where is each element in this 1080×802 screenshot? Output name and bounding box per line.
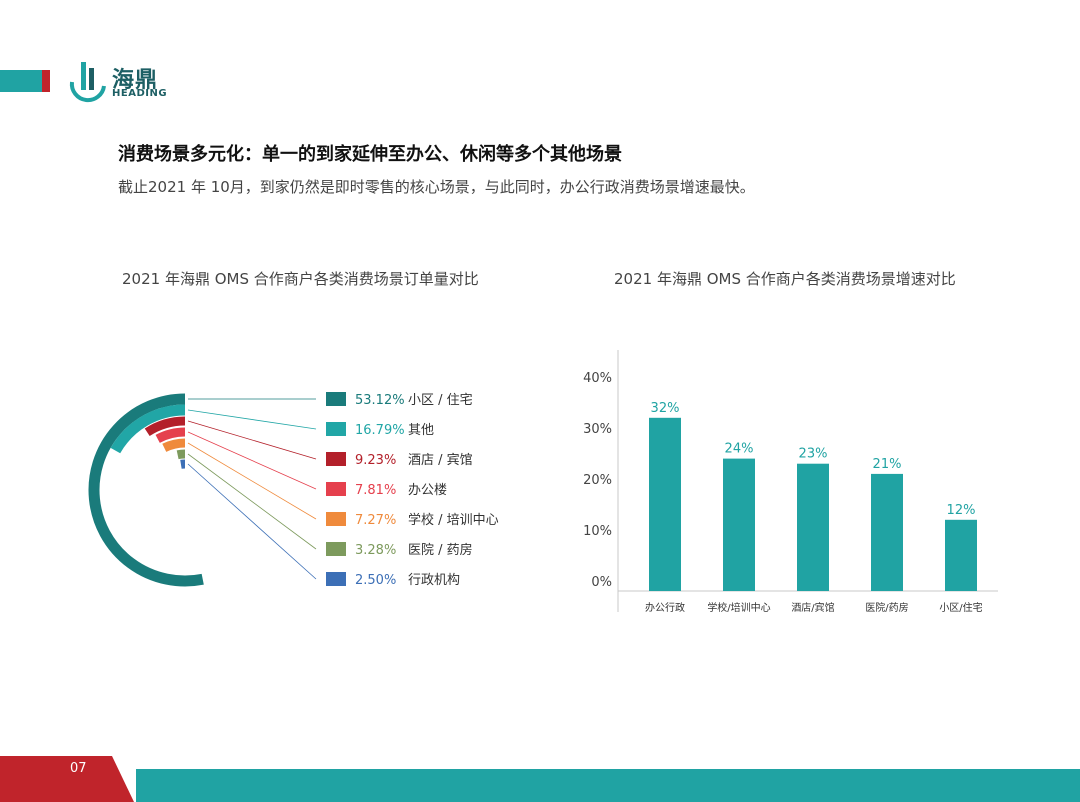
legend-value-5: 3.28%	[355, 543, 396, 558]
x-tick-label-3: 医院/药房	[865, 601, 908, 614]
legend-value-2: 9.23%	[355, 453, 396, 468]
legend-swatch-3	[326, 482, 346, 496]
legend-swatch-1	[326, 422, 346, 436]
y-tick-label-1: 10%	[583, 524, 612, 539]
page-title: 消费场景多元化：单一的到家延伸至办公、休闲等多个其他场景	[118, 144, 622, 165]
legend-label-4: 学校 / 培训中心	[408, 512, 499, 528]
x-tick-label-4: 小区/住宅	[939, 601, 982, 614]
bar-value-label-0: 32%	[651, 401, 680, 416]
header-accent-bar	[0, 70, 42, 92]
bar-value-label-1: 24%	[725, 442, 754, 457]
pie-ring-3	[155, 427, 186, 443]
legend-label-6: 行政机构	[408, 573, 460, 588]
brand-name-en: HEADING	[112, 88, 168, 99]
bar-2	[797, 463, 829, 591]
legend-value-6: 2.50%	[355, 573, 396, 588]
legend-value-3: 7.81%	[355, 483, 396, 498]
legend-label-0: 小区 / 住宅	[408, 393, 473, 408]
legend-swatch-2	[326, 452, 346, 466]
legend-label-3: 办公楼	[408, 483, 447, 498]
brand-name-cn: 海鼎	[112, 68, 159, 93]
x-tick-label-0: 办公行政	[645, 601, 685, 614]
footer-red-tab	[0, 756, 134, 802]
bar-3	[871, 473, 903, 591]
legend-label-2: 酒店 / 宾馆	[408, 452, 473, 468]
pie-ring-2	[144, 416, 186, 437]
bar-4	[945, 519, 977, 591]
bar-value-label-4: 12%	[947, 503, 976, 518]
header-accent-red	[42, 70, 50, 92]
pie-ring-5	[176, 449, 186, 460]
y-tick-label-2: 20%	[583, 473, 612, 488]
legend-label-5: 医院 / 药房	[408, 542, 473, 558]
legend-value-1: 16.79%	[355, 423, 405, 438]
bar-chart-title: 2021 年海鼎 OMS 合作商户各类消费场景增速对比	[614, 270, 956, 288]
bar-value-label-2: 23%	[799, 447, 828, 462]
legend-swatch-4	[326, 512, 346, 526]
x-tick-label-1: 学校/培训中心	[707, 601, 770, 614]
bar-1	[723, 458, 755, 591]
legend-label-1: 其他	[408, 423, 434, 438]
brand-logo: 海鼎 HEADING	[68, 58, 178, 104]
pie-ring-4	[162, 438, 186, 452]
page-number: 07	[70, 761, 87, 776]
leader-line-1	[187, 409, 317, 430]
x-tick-label-2: 酒店/宾馆	[791, 601, 834, 614]
pie-ring-1	[110, 404, 186, 454]
y-tick-label-3: 30%	[583, 422, 612, 437]
legend-value-4: 7.27%	[355, 513, 396, 528]
leader-line-4	[187, 442, 317, 520]
bar-value-label-3: 21%	[873, 457, 902, 472]
leader-line-6	[187, 463, 317, 580]
leader-line-2	[187, 420, 317, 460]
legend-value-0: 53.12%	[355, 393, 405, 408]
bar-chart: 0% 10% 20% 30% 40% 32% 办公行政 24% 学校/培训中心 23% 酒店/宾馆 2…	[583, 350, 998, 614]
y-tick-label-4: 40%	[583, 371, 612, 386]
legend-swatch-6	[326, 572, 346, 586]
page-subtitle: 截止2021 年 10月，到家仍然是即时零售的核心场景，与此同时，办公行政消费场…	[118, 178, 755, 196]
legend-swatch-5	[326, 542, 346, 556]
pie-chart-title: 2021 年海鼎 OMS 合作商户各类消费场景订单量对比	[122, 270, 479, 288]
y-tick-label-0: 0%	[591, 575, 612, 590]
legend-swatch-0	[326, 392, 346, 406]
footer-bar	[136, 769, 1080, 802]
pie-ring-0	[88, 393, 204, 587]
leader-line-5	[187, 453, 317, 550]
bar-0	[649, 417, 681, 591]
logo-mark-icon	[69, 62, 106, 103]
leader-line-3	[187, 431, 317, 490]
